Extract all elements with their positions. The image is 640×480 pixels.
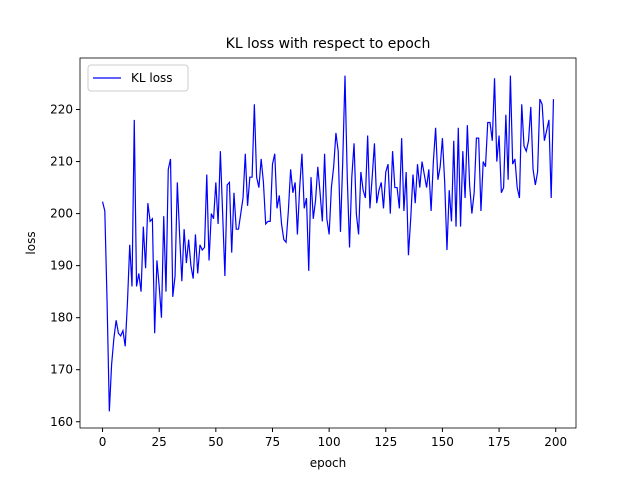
y-tick-label: 160 — [50, 415, 73, 429]
x-tick-label: 150 — [431, 435, 454, 449]
x-tick-label: 200 — [544, 435, 567, 449]
legend-label: KL loss — [131, 71, 173, 85]
y-tick-label: 200 — [50, 207, 73, 221]
x-tick-label: 100 — [318, 435, 341, 449]
x-tick-label: 50 — [208, 435, 223, 449]
y-tick-label: 220 — [50, 103, 73, 117]
y-tick-label: 210 — [50, 155, 73, 169]
x-tick-label: 25 — [152, 435, 167, 449]
plot-frame — [79, 57, 577, 429]
x-tick-label: 125 — [374, 435, 397, 449]
chart-title: KL loss with respect to epoch — [226, 36, 431, 52]
x-tick-label: 0 — [99, 435, 107, 449]
x-tick-label: 75 — [265, 435, 280, 449]
legend-box — [87, 64, 189, 92]
x-tick-label: 175 — [488, 435, 511, 449]
y-tick-label: 180 — [50, 311, 73, 325]
y-tick-label: 170 — [50, 363, 73, 377]
y-tick-label: 190 — [50, 259, 73, 273]
line — [101, 75, 555, 412]
y-axis-label: loss — [24, 231, 38, 254]
x-axis-label: epoch — [310, 456, 347, 470]
